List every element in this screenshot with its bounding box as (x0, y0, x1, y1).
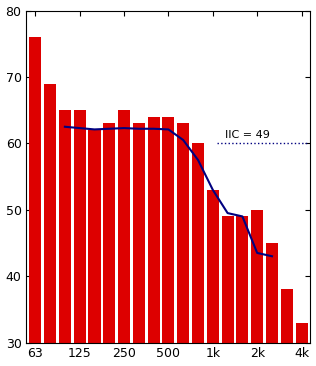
Bar (177, 123, 189, 343)
Bar (222, 216, 234, 343)
Bar (88, 130, 100, 343)
Bar (251, 210, 263, 343)
Bar (118, 110, 130, 343)
Bar (236, 216, 248, 343)
Bar (295, 323, 308, 343)
Bar (266, 243, 278, 343)
Text: IIC = 49: IIC = 49 (225, 130, 270, 140)
Bar (207, 190, 219, 343)
Bar (29, 37, 41, 343)
Bar (74, 110, 86, 343)
Bar (162, 117, 174, 343)
Bar (59, 110, 71, 343)
Bar (103, 123, 115, 343)
Bar (133, 123, 145, 343)
Bar (192, 143, 204, 343)
Bar (44, 83, 56, 343)
Bar (148, 117, 160, 343)
Bar (281, 290, 293, 343)
